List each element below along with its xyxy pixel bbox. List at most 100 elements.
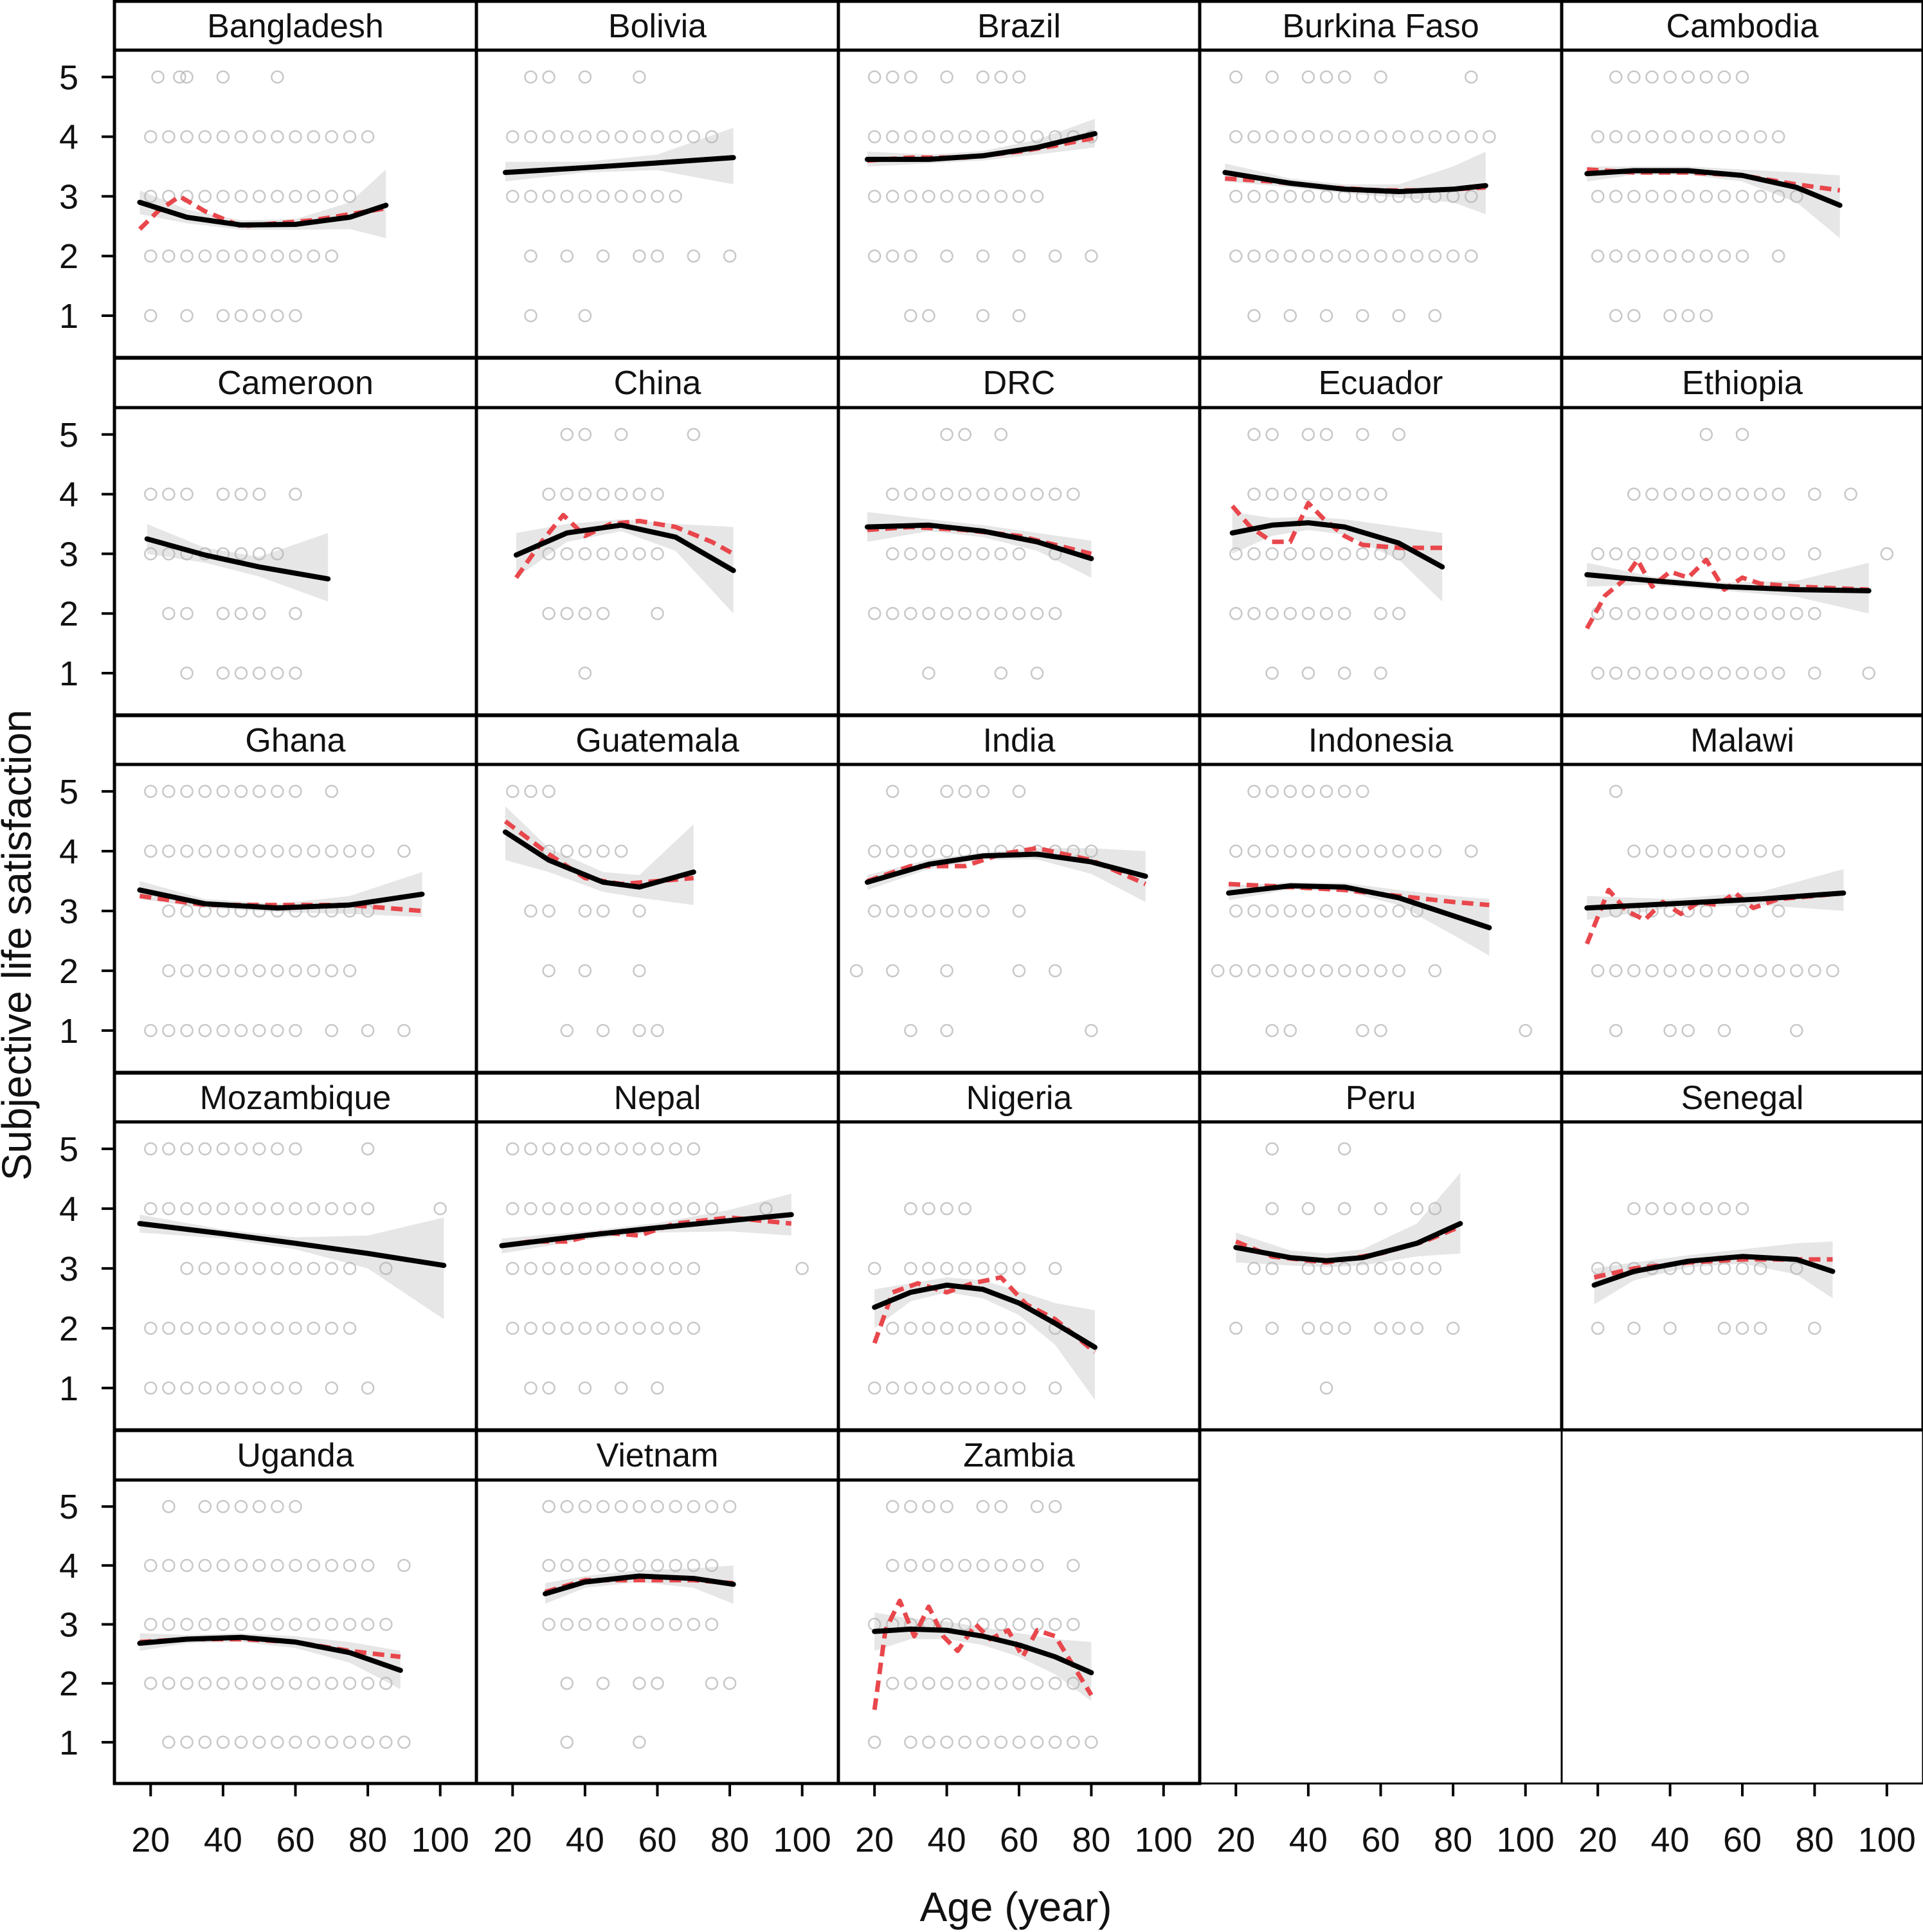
data-point bbox=[162, 1499, 176, 1513]
data-point bbox=[633, 1261, 646, 1276]
data-point bbox=[578, 428, 592, 442]
data-point bbox=[1663, 1024, 1677, 1038]
data-point bbox=[1319, 130, 1333, 143]
data-point bbox=[1356, 784, 1369, 799]
data-point bbox=[1048, 1261, 1062, 1276]
quadratic-fit-line bbox=[503, 155, 736, 176]
data-point bbox=[198, 784, 212, 799]
data-point bbox=[994, 1558, 1008, 1573]
data-point bbox=[1771, 904, 1785, 918]
data-point bbox=[307, 1261, 320, 1276]
data-point bbox=[1663, 190, 1677, 203]
data-point bbox=[614, 1142, 628, 1156]
data-point bbox=[614, 1381, 628, 1395]
facet-strip bbox=[474, 0, 840, 52]
data-point bbox=[1735, 428, 1749, 442]
data-point bbox=[1229, 606, 1243, 620]
data-point bbox=[1337, 784, 1351, 799]
data-point bbox=[1735, 70, 1749, 84]
data-point bbox=[1717, 844, 1731, 858]
data-point bbox=[252, 309, 266, 323]
data-point bbox=[1591, 547, 1605, 561]
data-point bbox=[940, 1735, 953, 1749]
data-point bbox=[180, 1381, 194, 1395]
data-point bbox=[1337, 1261, 1351, 1276]
quadratic-fit-line bbox=[543, 1573, 736, 1596]
data-point bbox=[1374, 964, 1387, 978]
data-point bbox=[596, 904, 610, 918]
data-point bbox=[1681, 190, 1695, 203]
data-point bbox=[1844, 487, 1857, 501]
panel-burkina-faso: Burkina Faso bbox=[1198, 0, 1564, 359]
data-point bbox=[1591, 190, 1605, 203]
data-point bbox=[560, 428, 574, 442]
data-point bbox=[1265, 606, 1279, 620]
plot-area bbox=[1591, 1202, 1836, 1335]
data-point bbox=[1735, 904, 1749, 918]
x-axis: 20 40 60 80 100 20 40 60 80 100 20 40 60 80 100 20 40 60 8… bbox=[131, 1783, 1916, 1859]
data-point bbox=[940, 1202, 953, 1216]
data-point bbox=[1265, 964, 1279, 978]
data-point bbox=[633, 1202, 646, 1216]
data-point bbox=[614, 1618, 628, 1631]
data-point bbox=[542, 1142, 555, 1156]
data-point bbox=[1699, 666, 1713, 680]
data-point bbox=[976, 487, 990, 501]
facet-title: Ghana bbox=[245, 722, 345, 759]
data-point bbox=[1265, 784, 1279, 799]
data-point bbox=[1319, 190, 1333, 203]
x-tick-label: 80 bbox=[1434, 1821, 1472, 1859]
data-point bbox=[560, 1202, 574, 1216]
data-point bbox=[271, 70, 284, 84]
confidence-band bbox=[874, 1612, 1092, 1701]
y-tick-label: 1 bbox=[59, 655, 78, 693]
data-point bbox=[271, 1735, 284, 1749]
data-point bbox=[1356, 249, 1369, 263]
data-point bbox=[144, 1618, 158, 1631]
data-point bbox=[1030, 1499, 1044, 1513]
data-point bbox=[506, 1142, 519, 1156]
data-point bbox=[994, 666, 1008, 680]
data-point bbox=[144, 844, 158, 858]
data-point bbox=[180, 1261, 194, 1276]
data-point bbox=[1645, 964, 1659, 978]
data-point bbox=[1645, 70, 1659, 84]
data-point bbox=[216, 666, 230, 680]
data-point bbox=[289, 1676, 302, 1690]
data-point bbox=[705, 1202, 719, 1216]
data-point bbox=[1319, 428, 1333, 442]
data-point bbox=[633, 70, 646, 84]
data-point bbox=[1301, 964, 1315, 978]
data-point bbox=[1428, 1202, 1442, 1216]
data-point bbox=[162, 547, 176, 561]
data-point bbox=[1048, 487, 1062, 501]
data-point bbox=[994, 1499, 1008, 1513]
data-point bbox=[614, 1261, 628, 1276]
data-point bbox=[1591, 1261, 1605, 1276]
data-point bbox=[198, 1499, 212, 1513]
data-point bbox=[958, 428, 971, 442]
data-point bbox=[173, 70, 186, 84]
data-point bbox=[524, 309, 537, 323]
data-point bbox=[578, 964, 592, 978]
data-point bbox=[234, 1261, 248, 1276]
data-point bbox=[976, 309, 990, 323]
data-point bbox=[542, 130, 555, 143]
data-point bbox=[614, 1558, 628, 1573]
facet-strip bbox=[1560, 356, 1923, 410]
data-point bbox=[1301, 1202, 1315, 1216]
data-point bbox=[234, 1142, 248, 1156]
data-point bbox=[994, 1618, 1008, 1631]
data-point bbox=[361, 1735, 375, 1749]
data-point bbox=[1229, 190, 1243, 203]
data-point bbox=[651, 1202, 664, 1216]
quadratic-fit-line bbox=[865, 131, 1097, 162]
x-tick-label: 40 bbox=[1289, 1821, 1328, 1859]
data-point bbox=[560, 190, 574, 203]
data-point bbox=[867, 1261, 881, 1276]
data-point bbox=[343, 1321, 357, 1335]
data-point bbox=[1663, 844, 1677, 858]
data-point bbox=[1663, 309, 1677, 323]
data-point bbox=[271, 666, 284, 680]
data-point bbox=[1735, 1261, 1749, 1276]
